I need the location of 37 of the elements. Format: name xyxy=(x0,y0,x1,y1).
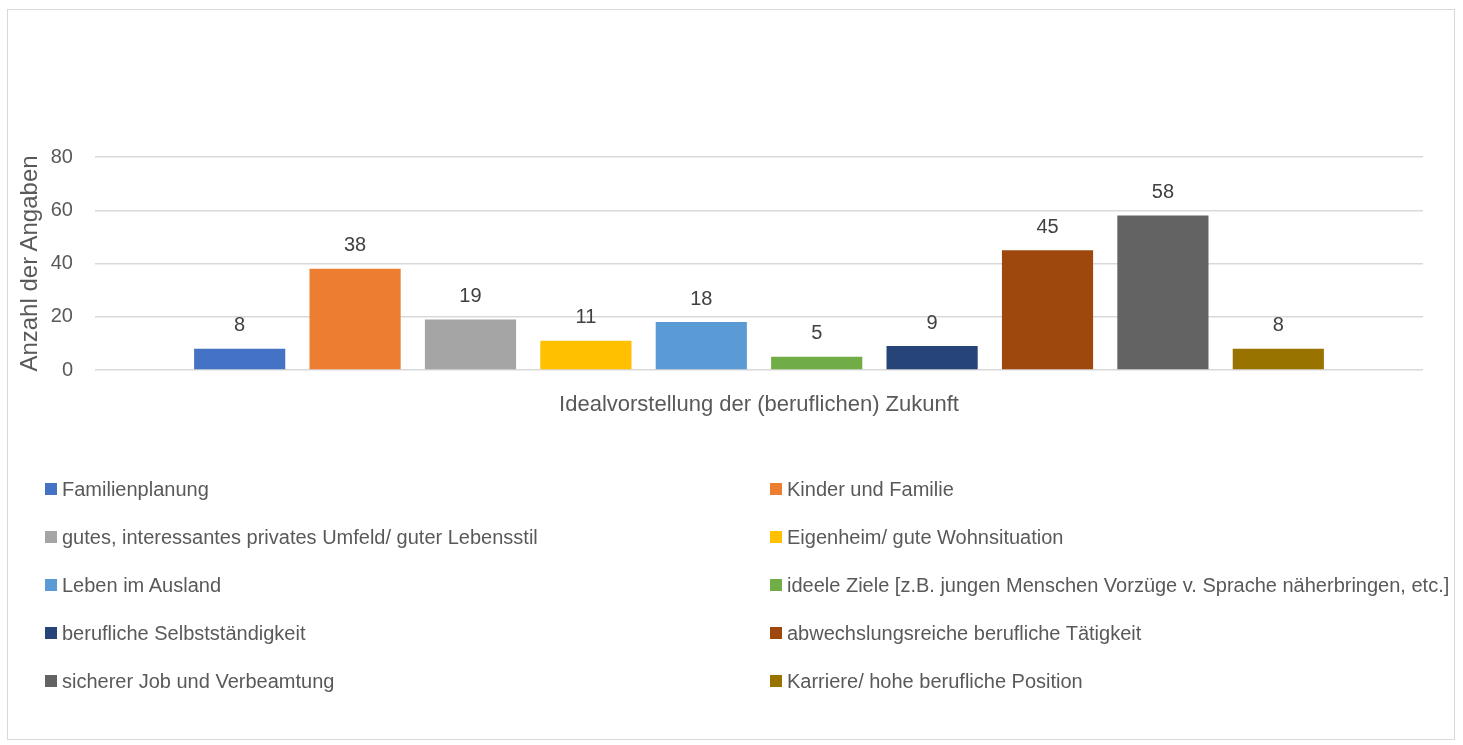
y-tick-label: 80 xyxy=(50,144,73,167)
legend-label: Karriere/ hohe berufliche Position xyxy=(787,669,1083,693)
bar xyxy=(194,348,286,370)
legend-label: abwechslungsreiche berufliche Tätigkeit xyxy=(787,621,1142,645)
y-tick-label: 40 xyxy=(50,251,73,274)
legend-label: Eigenheim/ gute Wohnsituation xyxy=(787,525,1064,549)
legend-label: Kinder und Familie xyxy=(787,477,954,501)
x-axis-title: Idealvorstellung der (beruflichen) Zukunft xyxy=(559,390,959,416)
data-label: 8 xyxy=(1272,313,1284,336)
bar xyxy=(655,322,747,370)
data-label: 19 xyxy=(459,283,482,306)
legend-label: sicherer Job und Verbeamtung xyxy=(62,669,335,693)
data-label: 38 xyxy=(343,233,367,256)
y-tick-label: 60 xyxy=(50,197,73,220)
data-label: 11 xyxy=(575,305,597,328)
data-label: 5 xyxy=(811,321,823,344)
legend-label: berufliche Selbstständigkeit xyxy=(62,621,306,645)
y-tick-label: 0 xyxy=(61,357,73,380)
bar xyxy=(424,319,517,370)
data-label: 8 xyxy=(234,313,246,336)
legend-label: Leben im Ausland xyxy=(62,573,222,597)
legend-label: gutes, interessantes privates Umfeld/ guter Lebensstil xyxy=(62,525,538,549)
bar xyxy=(1001,250,1094,370)
legend-label: ideele Ziele [z.B. jungen Menschen Vorzüge v. Sprache näherbringen, etc.] xyxy=(787,573,1450,597)
y-axis-title: Anzahl der Angaben xyxy=(15,155,43,372)
bar xyxy=(886,346,978,370)
bar xyxy=(540,340,632,370)
bar xyxy=(1232,348,1324,370)
data-label: 9 xyxy=(926,310,938,333)
data-label: 45 xyxy=(1036,214,1059,237)
y-tick-label: 20 xyxy=(50,304,73,327)
legend-label: Familienplanung xyxy=(62,477,209,501)
data-label: 18 xyxy=(690,286,713,309)
data-label: 58 xyxy=(1151,180,1175,203)
bar xyxy=(771,356,863,370)
bar xyxy=(309,268,401,370)
bar xyxy=(1117,215,1209,370)
